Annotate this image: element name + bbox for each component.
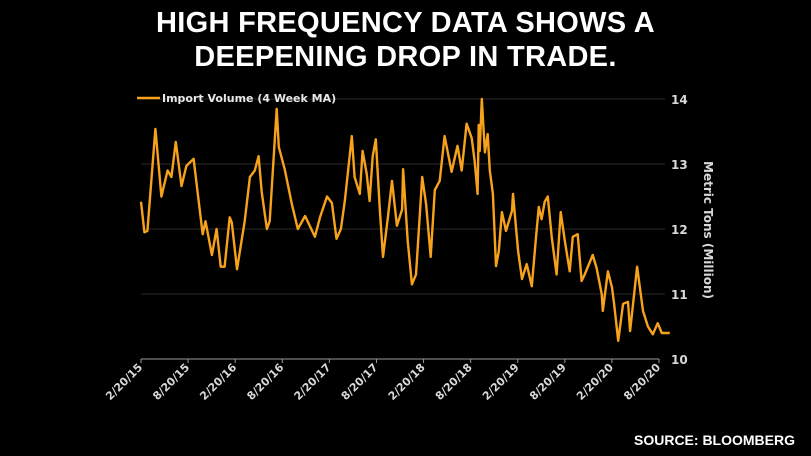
x-tick-label: 8/20/19 [527, 361, 569, 403]
title-line-1: HIGH FREQUENCY DATA SHOWS A [156, 7, 655, 39]
x-tick-label: 2/20/17 [292, 361, 334, 403]
x-axis: 2/20/15 8/20/15 2/20/16 8/20/16 2/20/17 8/20/… [103, 358, 663, 403]
x-tick-label: 2/20/18 [386, 361, 428, 403]
y-tick-label: 12 [671, 223, 688, 237]
x-tick-label: 2/20/16 [197, 361, 239, 403]
x-tick-label: 2/20/15 [103, 361, 145, 403]
y-tick-label: 11 [671, 288, 688, 302]
chart-title: HIGH FREQUENCY DATA SHOWS A DEEPENING DR… [0, 6, 811, 74]
x-tick-label: 8/20/17 [339, 361, 381, 403]
source-credit: SOURCE: BLOOMBERG [634, 432, 795, 448]
y-axis: 14 13 12 11 10 [671, 93, 688, 367]
y-tick-label: 10 [671, 353, 688, 367]
y-axis-title: Metric Tons (Million) [701, 161, 715, 299]
series-line-import-volume [139, 97, 670, 342]
gridlines [141, 98, 665, 295]
x-tick-label: 2/20/20 [574, 361, 616, 403]
x-tick-label: 2/20/19 [480, 361, 522, 403]
title-line-2: DEEPENING DROP IN TRADE. [194, 41, 617, 73]
x-tick-label: 8/20/20 [621, 361, 663, 403]
y-tick-label: 13 [671, 158, 688, 172]
x-tick-label: 8/20/18 [433, 361, 475, 403]
x-tick-label: 8/20/15 [150, 361, 192, 403]
y-tick-label: 14 [671, 93, 688, 107]
legend-label: Import Volume (4 Week MA) [162, 92, 336, 105]
x-tick-label: 8/20/16 [244, 361, 286, 403]
legend: Import Volume (4 Week MA) [137, 92, 336, 105]
